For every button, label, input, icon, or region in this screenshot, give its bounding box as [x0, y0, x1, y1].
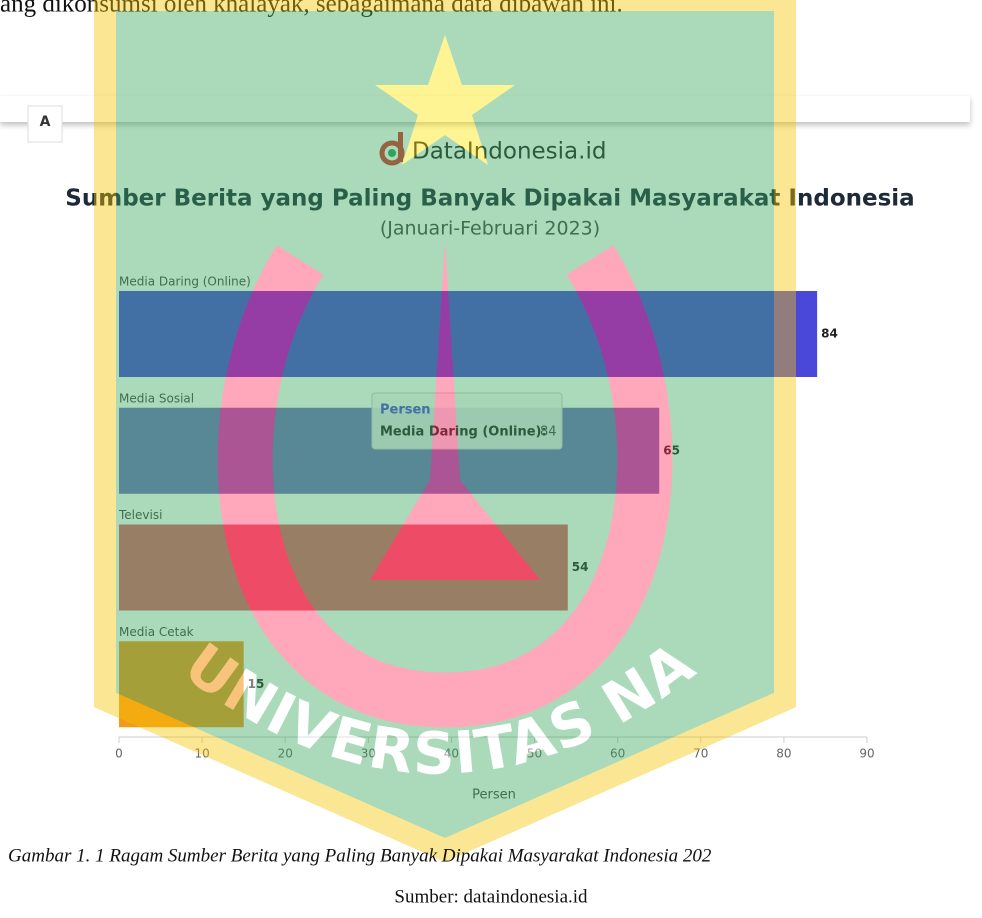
chart-title: Sumber Berita yang Paling Banyak Dipakai… — [65, 186, 914, 212]
source: Sumber: dataindonesia.id — [394, 886, 588, 907]
bar — [119, 641, 244, 727]
x-axis-label: Persen — [472, 788, 516, 803]
tooltip-value: 84 — [540, 425, 557, 440]
x-tick-label: 60 — [610, 747, 625, 761]
bar — [119, 291, 817, 377]
tooltip-box — [372, 393, 562, 449]
value-label: 65 — [663, 443, 680, 457]
x-tick-label: 80 — [776, 747, 791, 761]
button-label[interactable]: A — [40, 114, 51, 130]
logo — [382, 132, 403, 163]
caption: Gambar 1. 1 Ragam Sumber Berita yang Pal… — [8, 845, 712, 866]
toolbar — [0, 96, 970, 122]
tooltip: Persen Media Daring (Online): 84 — [372, 393, 562, 449]
x-tick-label: 70 — [693, 747, 708, 761]
bar — [119, 525, 568, 611]
brand: DataIndonesia.id — [412, 139, 606, 165]
value-label: 15 — [248, 677, 265, 691]
tooltip-title: Persen — [380, 403, 431, 418]
category-label: Media Daring (Online) — [119, 275, 251, 289]
x-tick-label: 90 — [859, 747, 874, 761]
value-label: 84 — [821, 327, 838, 341]
page: ang dikonsumsi oleh khalayak, sebagaiman… — [0, 0, 982, 918]
x-tick-label: 10 — [194, 747, 209, 761]
x-tick-label: 30 — [361, 747, 376, 761]
intro-text: ang dikonsumsi oleh khalayak, sebagaiman… — [0, 0, 623, 18]
tooltip-label: Media Daring (Online): — [380, 425, 547, 440]
category-label: Media Sosial — [119, 391, 194, 405]
x-tick-label: 0 — [115, 747, 123, 761]
x-tick-label: 50 — [527, 747, 542, 761]
chart: 0 10 20 30 40 50 60 70 80 90 Media Daring (Online)… — [115, 275, 874, 761]
category-label: Televisi — [118, 508, 162, 522]
value-label: 54 — [572, 560, 589, 574]
x-tick-label: 20 — [278, 747, 293, 761]
category-label: Media Cetak — [119, 625, 194, 639]
x-tick-label: 40 — [444, 747, 459, 761]
chart-subtitle: (Januari-Februari 2023) — [380, 218, 600, 240]
